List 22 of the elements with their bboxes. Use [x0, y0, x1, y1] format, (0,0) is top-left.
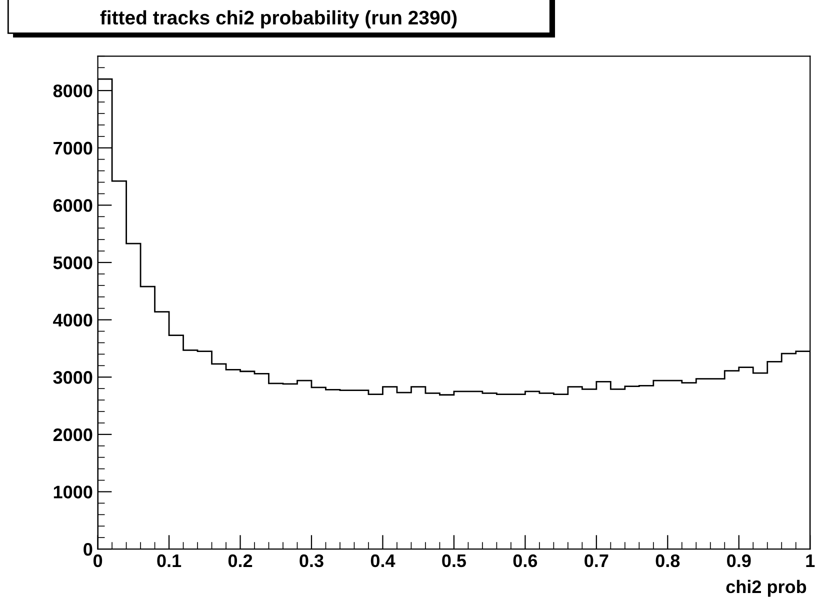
- chart-title: fitted tracks chi2 probability (run 2390): [100, 10, 457, 28]
- x-tick-label: 0.7: [584, 554, 608, 568]
- y-tick-label: 8000: [53, 84, 92, 98]
- y-tick-label: 1000: [54, 486, 92, 498]
- x-tick-label: 0.8: [656, 554, 680, 568]
- x-tick-label: 1: [806, 554, 815, 567]
- x-tick-label: 0.5: [442, 554, 466, 568]
- x-tick-label: 0.1: [157, 554, 182, 568]
- x-tick-label: 0.2: [228, 554, 252, 568]
- x-tick-label: 0.3: [300, 554, 324, 568]
- y-tick-label: 5000: [53, 256, 92, 270]
- y-tick-label: 6000: [53, 199, 92, 212]
- y-tick-label: 4000: [53, 314, 92, 327]
- x-tick-label: 0.4: [370, 554, 396, 568]
- y-tick-label: 2000: [53, 428, 92, 442]
- x-axis-title: chi2 prob: [726, 580, 806, 597]
- x-tick-label: 0.6: [513, 554, 538, 568]
- y-tick-label: 0: [84, 542, 92, 556]
- x-tick-label: 0.9: [727, 554, 751, 568]
- y-tick-label: 7000: [54, 142, 92, 155]
- y-tick-label: 3000: [53, 371, 92, 384]
- x-tick-label: 0: [93, 554, 102, 568]
